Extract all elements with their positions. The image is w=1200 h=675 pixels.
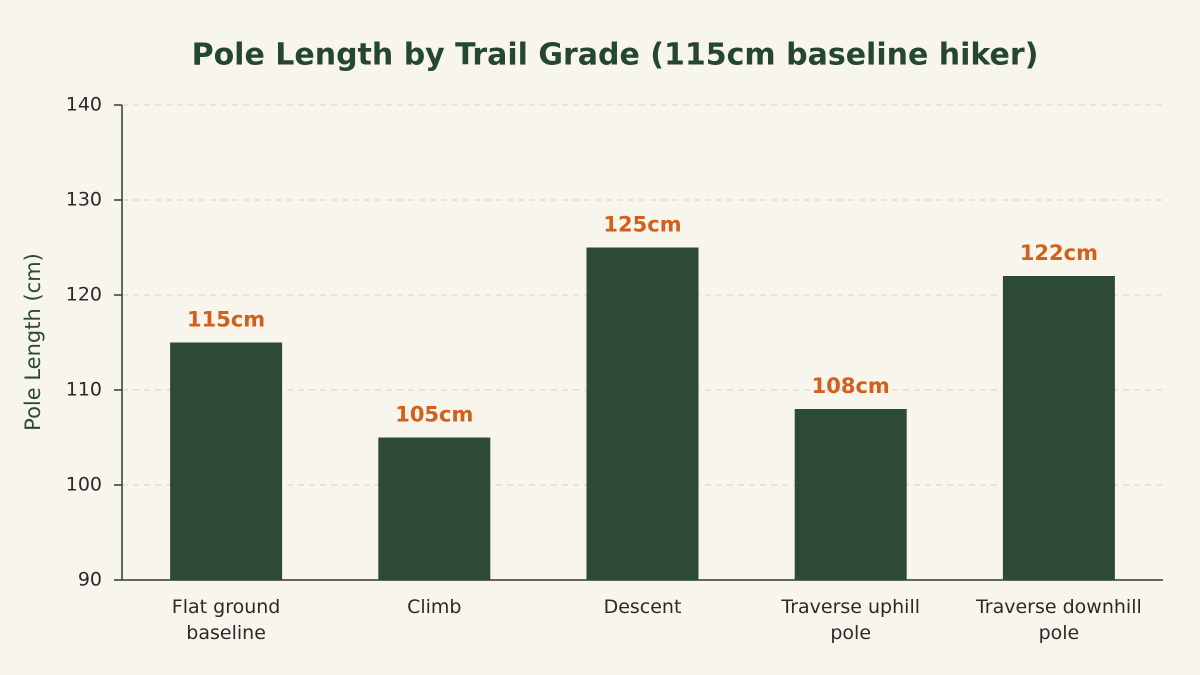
bar bbox=[1002, 276, 1115, 580]
bar bbox=[794, 409, 907, 580]
value-label: 115cm bbox=[187, 308, 265, 332]
value-label: 122cm bbox=[1020, 241, 1098, 265]
value-label: 105cm bbox=[395, 403, 473, 427]
chart-title: Pole Length by Trail Grade (115cm baseli… bbox=[192, 38, 1039, 73]
bar bbox=[170, 342, 283, 580]
bar bbox=[378, 437, 491, 580]
value-label: 125cm bbox=[603, 213, 681, 237]
x-tick-label: Climb bbox=[407, 596, 462, 618]
y-tick-label: 110 bbox=[66, 379, 102, 401]
bar bbox=[586, 247, 699, 580]
y-tick-label: 120 bbox=[66, 284, 102, 306]
y-tick-label: 140 bbox=[66, 94, 102, 116]
y-tick-label: 90 bbox=[78, 569, 102, 591]
y-tick-label: 130 bbox=[66, 189, 102, 211]
value-label: 108cm bbox=[812, 374, 890, 398]
x-tick-label: Flat ground baseline bbox=[171, 596, 281, 644]
y-tick-label: 100 bbox=[66, 474, 102, 496]
y-axis-label: Pole Length (cm) bbox=[21, 253, 45, 431]
x-tick-label: Traverse downhill pole bbox=[975, 596, 1142, 644]
x-tick-label: Traverse uphill pole bbox=[781, 596, 920, 644]
x-tick-label: Descent bbox=[603, 596, 682, 618]
